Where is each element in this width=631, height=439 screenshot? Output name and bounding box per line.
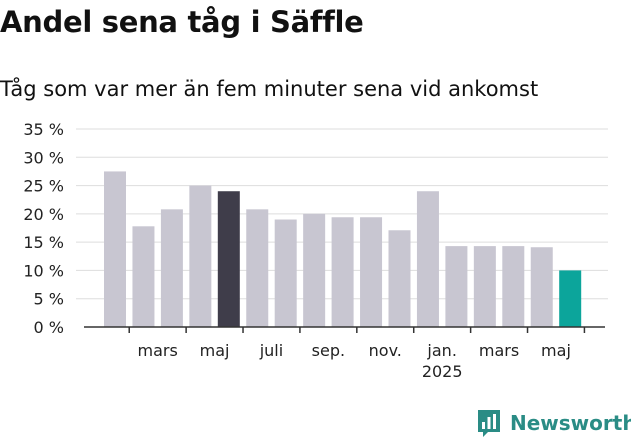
bar — [246, 209, 269, 327]
logo-text: Newsworthy — [510, 411, 631, 435]
x-axis — [84, 326, 605, 333]
chart-subtitle: Tåg som var mer än fem minuter sena vid … — [0, 77, 539, 101]
x-tick-label: maj — [541, 341, 571, 360]
y-tick-label: 0 % — [34, 318, 64, 337]
newsworthy-chart-icon — [478, 410, 500, 437]
x-tick-label: sep. — [312, 341, 345, 360]
bar — [132, 226, 155, 327]
x-tick-label: jan. — [426, 341, 456, 360]
bar — [189, 185, 212, 327]
y-tick-label: 10 % — [23, 261, 64, 280]
y-tick-label: 15 % — [23, 233, 64, 252]
bar — [303, 213, 326, 327]
x-tick-label: mars — [138, 341, 178, 360]
y-tick-label: 35 % — [23, 120, 64, 139]
bar — [217, 191, 240, 327]
x-tick-label: nov. — [369, 341, 402, 360]
bar — [274, 219, 297, 327]
bar — [416, 191, 439, 327]
bar — [559, 270, 582, 327]
bar — [331, 217, 354, 327]
y-tick-label: 25 % — [23, 177, 64, 196]
x-tick-label: maj — [200, 341, 230, 360]
x-tick-label: 2025 — [422, 362, 463, 381]
y-axis-labels: 0 % 5 % 10 % 15 % 20 % 25 % 30 % 35 % — [23, 120, 64, 337]
y-tick-label: 30 % — [23, 148, 64, 167]
bar — [473, 246, 496, 327]
y-tick-label: 20 % — [23, 205, 64, 224]
bar — [530, 247, 553, 327]
newsworthy-logo: Newsworthy — [476, 407, 631, 439]
y-tick-label: 5 % — [34, 290, 64, 309]
bar — [104, 171, 126, 327]
chart-title: Andel sena tåg i Säffle — [0, 5, 364, 39]
bar — [502, 246, 525, 327]
bar — [160, 209, 183, 327]
bar — [445, 246, 468, 327]
bars-layer — [104, 171, 582, 327]
bar — [360, 217, 383, 327]
x-tick-label: mars — [479, 341, 519, 360]
x-axis-labels: mars maj juli sep. nov. jan. 2025 mars maj — [138, 341, 571, 381]
x-tick-label: juli — [259, 341, 283, 360]
bar — [388, 230, 411, 327]
